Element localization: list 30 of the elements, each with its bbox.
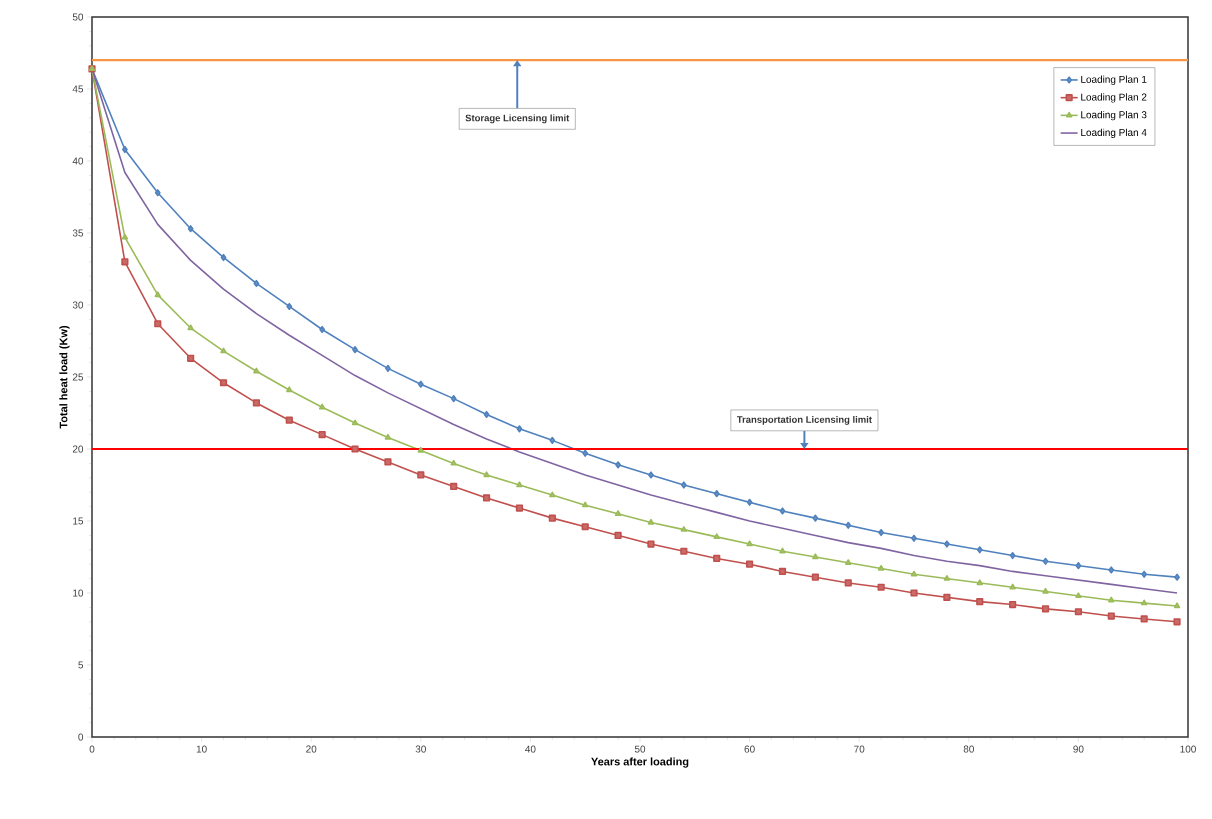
x-tick-label: 20	[306, 745, 317, 753]
y-axis-title: Total heat load (Kw)	[59, 325, 70, 429]
y-tick-label: 35	[72, 229, 84, 237]
legend-label: Loading Plan 3	[1081, 111, 1147, 121]
x-tick-label: 0	[89, 745, 95, 753]
y-tick-label: 5	[78, 661, 84, 669]
legend-label: Loading Plan 4	[1081, 128, 1147, 138]
y-tick-label: 15	[73, 517, 84, 525]
x-tick-label: 50	[634, 745, 646, 753]
legend-label: Loading Plan 1	[1081, 75, 1147, 85]
x-tick-label: 100	[1180, 745, 1196, 753]
x-tick-label: 60	[744, 745, 755, 753]
y-tick-label: 10	[73, 589, 84, 597]
y-tick-label: 40	[72, 157, 84, 165]
y-tick-label: 50	[72, 13, 84, 21]
x-axis-title: Years after loading	[591, 757, 689, 768]
ref-line-label: Storage Licensing limit	[465, 114, 570, 124]
y-tick-label: 30	[72, 301, 84, 309]
y-tick-label: 20	[72, 445, 84, 453]
y-tick-label: 45	[72, 85, 84, 93]
ref-line-label: Transportation Licensing limit	[736, 415, 872, 425]
x-tick-label: 90	[1073, 745, 1084, 753]
x-tick-label: 10	[196, 745, 207, 753]
x-tick-label: 40	[525, 745, 536, 753]
y-tick-label: 0	[78, 733, 84, 741]
x-tick-label: 80	[963, 745, 974, 753]
x-tick-label: 70	[854, 745, 865, 753]
x-tick-label: 30	[415, 745, 426, 753]
legend-label: Loading Plan 2	[1081, 93, 1147, 103]
y-tick-label: 25	[72, 373, 84, 381]
